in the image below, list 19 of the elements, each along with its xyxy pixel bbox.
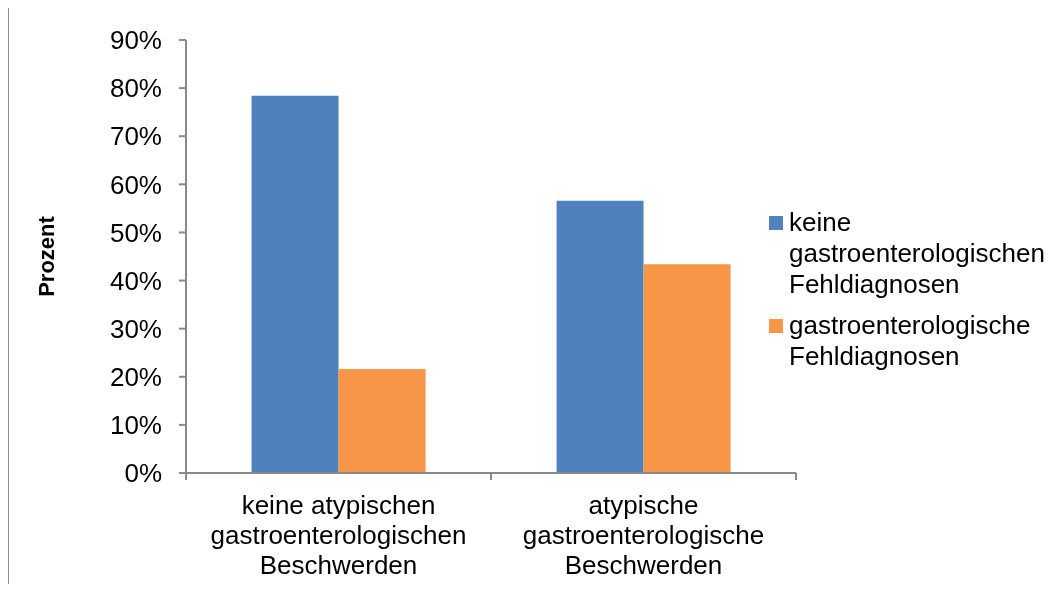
y-tick-label: 0% [124, 458, 162, 489]
bar [251, 95, 339, 473]
bar [338, 369, 426, 473]
legend-label: gastroenterologische Fehldiagnosen [789, 310, 1032, 372]
y-tick-label: 60% [109, 169, 162, 200]
legend-label: keine gastroenterologischen Fehldiagnosen [789, 207, 1046, 300]
y-axis-title: Prozent [33, 215, 59, 297]
x-tick-label: atypische gastroenterologische Beschwerden [522, 490, 765, 580]
y-tick-label: 70% [109, 121, 162, 152]
bar [643, 264, 731, 473]
y-tick-label: 30% [109, 313, 162, 344]
y-tick-label: 40% [109, 265, 162, 296]
y-tick-label: 50% [109, 217, 162, 248]
y-tick-label: 20% [109, 362, 162, 393]
y-tick-label: 90% [109, 25, 162, 56]
x-tick-label: keine atypischen gastroenterologischen Beschwerden [210, 490, 467, 580]
bar [556, 200, 644, 473]
y-tick-label: 10% [109, 410, 162, 441]
y-tick-label: 80% [109, 73, 162, 104]
